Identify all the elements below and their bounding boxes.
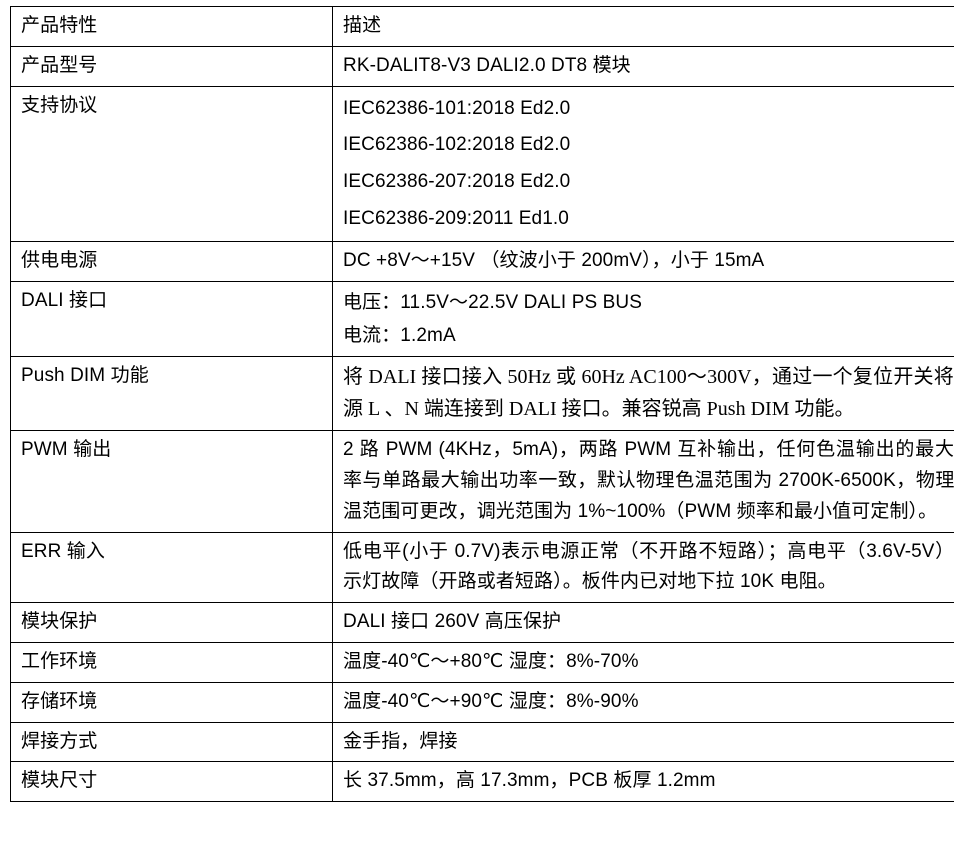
pwm-output-description: 2 路 PWM (4KHz，5mA)，两路 PWM 互补输出，任何色温输出的最大… [343, 438, 954, 522]
feature-value-err-input: 低电平(小于 0.7V)表示电源正常（不开路不短路）；高电平（3.6V-5V）表… [332, 531, 954, 604]
feature-label-push-dim: Push DIM 功能 [10, 356, 333, 431]
table-row-module-dimensions: 模块尺寸 长 37.5mm，高 17.3mm，PCB 板厚 1.2mm [10, 761, 954, 803]
protocol-line-1: IEC62386-101:2018 Ed2.0 [343, 97, 571, 119]
feature-value-module-dimensions: 长 37.5mm，高 17.3mm，PCB 板厚 1.2mm [332, 761, 954, 803]
header-cell-feature: 产品特性 [10, 6, 333, 47]
feature-value-soldering-method: 金手指，焊接 [332, 721, 954, 763]
push-dim-description: 将 DALI 接口接入 50Hz 或 60Hz AC100～300V，通过一个复… [343, 366, 954, 421]
header-cell-description: 描述 [332, 6, 954, 47]
table-row-operating-environment: 工作环境 温度-40℃～+80℃ 湿度：8%-70% [10, 642, 954, 683]
table-body: 产品特性 描述 产品型号 RK-DALIT8-V3 DALI2.0 DT8 模块… [10, 6, 954, 803]
feature-value-dali-interface: 电压：11.5V～22.5V DALI PS BUS 电流：1.2mA [332, 280, 954, 358]
table-row-dali-interface: DALI 接口 电压：11.5V～22.5V DALI PS BUS 电流：1.… [10, 280, 954, 358]
table-row-pwm-output: PWM 输出 2 路 PWM (4KHz，5mA)，两路 PWM 互补输出，任何… [10, 429, 954, 533]
table-row-supported-protocols: 支持协议 IEC62386-101:2018 Ed2.0 IEC62386-10… [10, 85, 954, 243]
table-row-push-dim: Push DIM 功能 将 DALI 接口接入 50Hz 或 60Hz AC10… [10, 356, 954, 431]
feature-label-soldering-method: 焊接方式 [10, 721, 333, 763]
table-row-power-supply: 供电电源 DC +8V～+15V （纹波小于 200mV），小于 15mA [10, 241, 954, 282]
product-specification-table: 产品特性 描述 产品型号 RK-DALIT8-V3 DALI2.0 DT8 模块… [10, 6, 954, 803]
feature-label-module-dimensions: 模块尺寸 [10, 761, 333, 803]
feature-label-dali-interface: DALI 接口 [10, 280, 333, 358]
feature-value-product-model: RK-DALIT8-V3 DALI2.0 DT8 模块 [332, 45, 954, 87]
feature-value-power-supply: DC +8V～+15V （纹波小于 200mV），小于 15mA [332, 241, 954, 282]
err-input-description: 低电平(小于 0.7V)表示电源正常（不开路不短路）；高电平（3.6V-5V）表… [343, 540, 954, 593]
feature-value-operating-environment: 温度-40℃～+80℃ 湿度：8%-70% [332, 642, 954, 683]
table-row-err-input: ERR 输入 低电平(小于 0.7V)表示电源正常（不开路不短路）；高电平（3.… [10, 531, 954, 604]
protocol-line-4: IEC62386-209:2011 Ed1.0 [343, 207, 569, 229]
feature-label-operating-environment: 工作环境 [10, 642, 333, 683]
feature-label-module-protection: 模块保护 [10, 602, 333, 643]
feature-value-supported-protocols: IEC62386-101:2018 Ed2.0 IEC62386-102:201… [332, 85, 954, 243]
feature-label-supported-protocols: 支持协议 [10, 85, 333, 243]
feature-value-push-dim: 将 DALI 接口接入 50Hz 或 60Hz AC100～300V，通过一个复… [332, 356, 954, 431]
feature-value-pwm-output: 2 路 PWM (4KHz，5mA)，两路 PWM 互补输出，任何色温输出的最大… [332, 429, 954, 533]
feature-label-storage-environment: 存储环境 [10, 681, 333, 723]
feature-label-pwm-output: PWM 输出 [10, 429, 333, 533]
feature-label-product-model: 产品型号 [10, 45, 333, 87]
table-row-module-protection: 模块保护 DALI 接口 260V 高压保护 [10, 602, 954, 643]
feature-value-storage-environment: 温度-40℃～+90℃ 湿度：8%-90% [332, 681, 954, 723]
protocol-line-3: IEC62386-207:2018 Ed2.0 [343, 170, 571, 192]
feature-value-module-protection: DALI 接口 260V 高压保护 [332, 602, 954, 643]
feature-label-power-supply: 供电电源 [10, 241, 333, 282]
dali-voltage-line: 电压：11.5V～22.5V DALI PS BUS [343, 291, 642, 313]
table-row-soldering-method: 焊接方式 金手指，焊接 [10, 721, 954, 763]
table-header-row: 产品特性 描述 [10, 6, 954, 47]
table-row-product-model: 产品型号 RK-DALIT8-V3 DALI2.0 DT8 模块 [10, 45, 954, 87]
feature-label-err-input: ERR 输入 [10, 531, 333, 604]
table-row-storage-environment: 存储环境 温度-40℃～+90℃ 湿度：8%-90% [10, 681, 954, 723]
protocol-line-2: IEC62386-102:2018 Ed2.0 [343, 134, 571, 156]
dali-current-line: 电流：1.2mA [343, 324, 456, 346]
